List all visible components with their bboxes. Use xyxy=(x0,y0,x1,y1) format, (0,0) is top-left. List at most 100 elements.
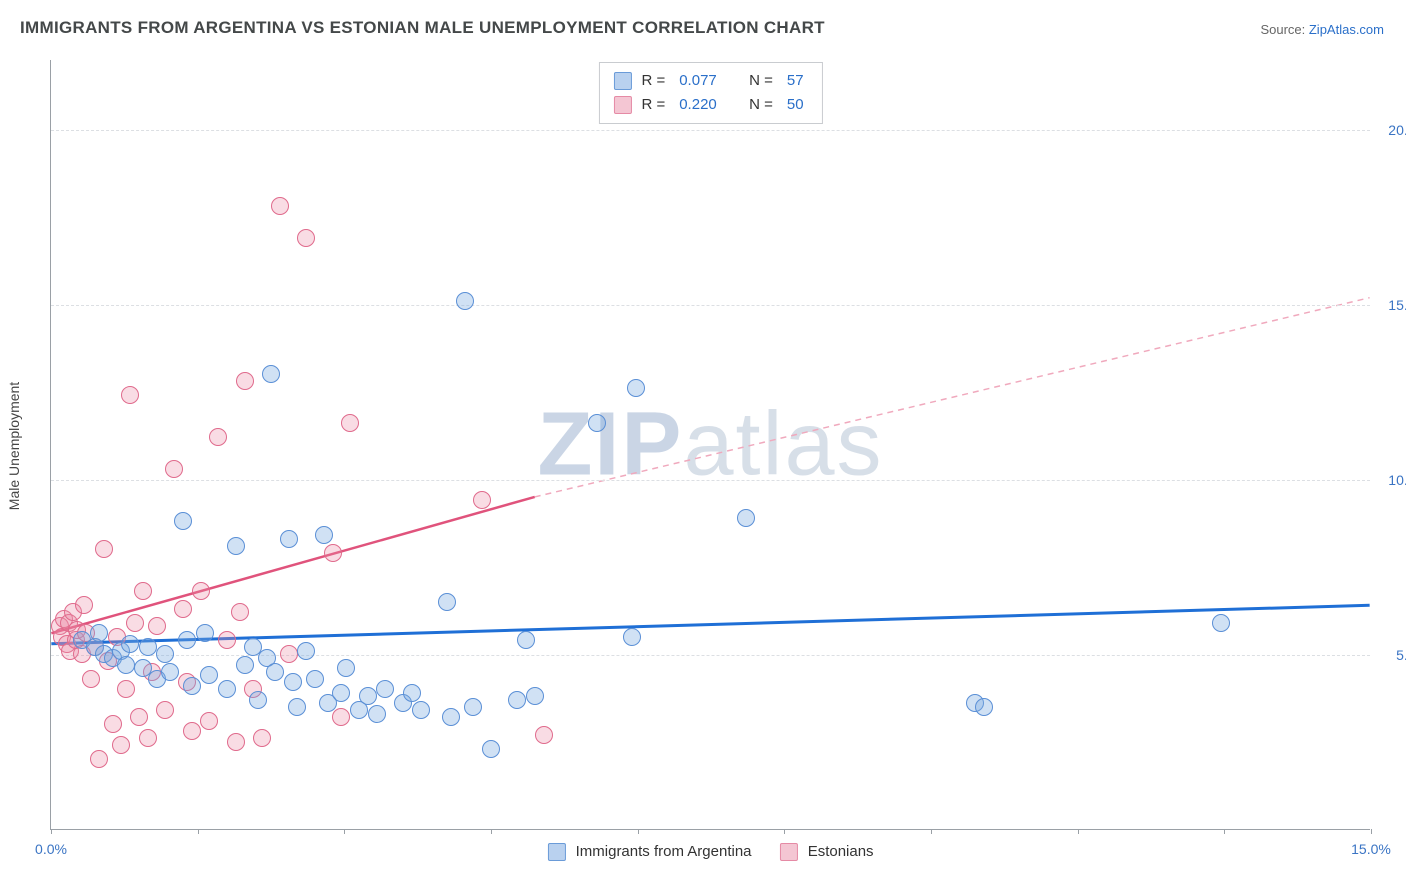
scatter-point-argentina xyxy=(403,684,421,702)
gridline-h xyxy=(51,305,1370,306)
scatter-point-argentina xyxy=(315,526,333,544)
legend-bottom: Immigrants from Argentina Estonians xyxy=(547,843,873,861)
scatter-point-estonians xyxy=(82,670,100,688)
scatter-point-argentina xyxy=(227,537,245,555)
x-tick-mark xyxy=(51,829,52,834)
scatter-point-estonians xyxy=(165,460,183,478)
y-tick-label: 15.0% xyxy=(1388,297,1406,313)
scatter-point-argentina xyxy=(623,628,641,646)
source-attribution: Source: ZipAtlas.com xyxy=(1260,22,1384,37)
scatter-point-argentina xyxy=(117,656,135,674)
trendlines-svg xyxy=(51,60,1370,829)
scatter-point-estonians xyxy=(324,544,342,562)
scatter-point-estonians xyxy=(473,491,491,509)
scatter-point-estonians xyxy=(209,428,227,446)
scatter-point-argentina xyxy=(262,365,280,383)
scatter-point-argentina xyxy=(139,638,157,656)
legend-n-value-estonians: 50 xyxy=(787,93,804,117)
scatter-point-estonians xyxy=(148,617,166,635)
scatter-point-estonians xyxy=(174,600,192,618)
scatter-point-estonians xyxy=(130,708,148,726)
trendline xyxy=(535,298,1370,497)
scatter-point-argentina xyxy=(306,670,324,688)
scatter-point-argentina xyxy=(121,635,139,653)
x-tick-mark xyxy=(1078,829,1079,834)
scatter-point-estonians xyxy=(126,614,144,632)
scatter-point-argentina xyxy=(337,659,355,677)
x-tick-mark xyxy=(198,829,199,834)
scatter-point-argentina xyxy=(90,624,108,642)
scatter-point-argentina xyxy=(161,663,179,681)
source-prefix: Source: xyxy=(1260,22,1308,37)
y-tick-label: 5.0% xyxy=(1396,647,1406,663)
scatter-point-estonians xyxy=(90,750,108,768)
scatter-point-estonians xyxy=(104,715,122,733)
scatter-point-argentina xyxy=(526,687,544,705)
x-tick-mark xyxy=(1371,829,1372,834)
x-tick-mark xyxy=(638,829,639,834)
scatter-point-estonians xyxy=(112,736,130,754)
scatter-point-argentina xyxy=(412,701,430,719)
legend-r-value-estonians: 0.220 xyxy=(679,93,717,117)
scatter-point-estonians xyxy=(117,680,135,698)
scatter-point-estonians xyxy=(280,645,298,663)
scatter-point-argentina xyxy=(156,645,174,663)
x-tick-label: 0.0% xyxy=(35,841,67,857)
scatter-point-estonians xyxy=(139,729,157,747)
scatter-point-estonians xyxy=(75,596,93,614)
legend-row-estonians: R = 0.220 N = 50 xyxy=(613,93,807,117)
scatter-point-estonians xyxy=(332,708,350,726)
scatter-point-estonians xyxy=(121,386,139,404)
scatter-point-argentina xyxy=(280,530,298,548)
legend-label-estonians: Estonians xyxy=(808,843,874,860)
legend-swatch-estonians xyxy=(613,96,631,114)
scatter-point-estonians xyxy=(297,229,315,247)
x-tick-mark xyxy=(491,829,492,834)
scatter-point-estonians xyxy=(156,701,174,719)
legend-n-value-argentina: 57 xyxy=(787,69,804,93)
scatter-point-estonians xyxy=(192,582,210,600)
scatter-point-argentina xyxy=(297,642,315,660)
scatter-point-argentina xyxy=(218,680,236,698)
watermark-atlas: atlas xyxy=(683,394,883,494)
scatter-point-argentina xyxy=(438,593,456,611)
scatter-point-estonians xyxy=(218,631,236,649)
scatter-point-estonians xyxy=(253,729,271,747)
scatter-point-argentina xyxy=(508,691,526,709)
source-link[interactable]: ZipAtlas.com xyxy=(1309,22,1384,37)
gridline-h xyxy=(51,480,1370,481)
scatter-point-argentina xyxy=(196,624,214,642)
scatter-point-argentina xyxy=(442,708,460,726)
gridline-h xyxy=(51,130,1370,131)
y-tick-label: 20.0% xyxy=(1388,122,1406,138)
scatter-point-argentina xyxy=(376,680,394,698)
scatter-point-estonians xyxy=(236,372,254,390)
legend-item-argentina: Immigrants from Argentina xyxy=(547,843,751,861)
scatter-point-argentina xyxy=(517,631,535,649)
scatter-point-estonians xyxy=(227,733,245,751)
scatter-point-argentina xyxy=(368,705,386,723)
scatter-point-argentina xyxy=(288,698,306,716)
scatter-point-estonians xyxy=(341,414,359,432)
legend-n-label: N = xyxy=(749,69,773,93)
legend-label-argentina: Immigrants from Argentina xyxy=(576,843,752,860)
scatter-point-argentina xyxy=(456,292,474,310)
scatter-point-argentina xyxy=(183,677,201,695)
legend-swatch-estonians xyxy=(780,843,798,861)
x-tick-mark xyxy=(1224,829,1225,834)
scatter-point-argentina xyxy=(588,414,606,432)
scatter-point-argentina xyxy=(174,512,192,530)
scatter-point-argentina xyxy=(627,379,645,397)
scatter-plot-area: ZIPatlas R = 0.077 N = 57 R = 0.220 N = … xyxy=(50,60,1370,830)
scatter-point-estonians xyxy=(183,722,201,740)
y-tick-label: 10.0% xyxy=(1388,472,1406,488)
scatter-point-argentina xyxy=(249,691,267,709)
scatter-point-argentina xyxy=(359,687,377,705)
legend-n-label: N = xyxy=(749,93,773,117)
scatter-point-argentina xyxy=(464,698,482,716)
scatter-point-estonians xyxy=(200,712,218,730)
scatter-point-argentina xyxy=(332,684,350,702)
trendline xyxy=(51,497,534,633)
scatter-point-argentina xyxy=(975,698,993,716)
scatter-point-argentina xyxy=(200,666,218,684)
